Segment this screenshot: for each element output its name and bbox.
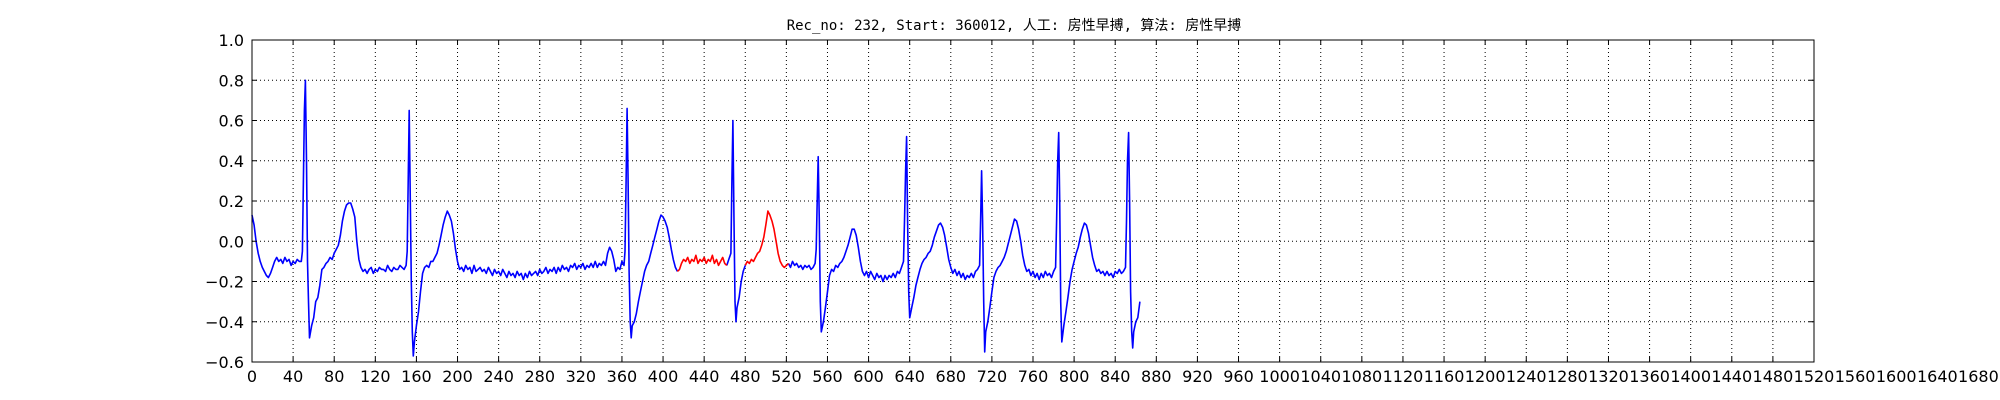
x-tick-label: 880 bbox=[1141, 367, 1172, 386]
x-tick-label: 1560 bbox=[1835, 367, 1876, 386]
x-tick-label: 1480 bbox=[1753, 367, 1794, 386]
x-tick-label: 1320 bbox=[1588, 367, 1629, 386]
x-tick-label: 720 bbox=[977, 367, 1008, 386]
x-tick-label: 0 bbox=[247, 367, 257, 386]
x-tick-label: 1200 bbox=[1465, 367, 1506, 386]
x-tick-label: 1440 bbox=[1711, 367, 1752, 386]
x-axis: 0 40 80 120 160 200 240 280 320 360 400 440 480 520 56… bbox=[247, 40, 2000, 386]
x-tick-label: 1400 bbox=[1670, 367, 1711, 386]
x-tick-label: 560 bbox=[812, 367, 843, 386]
x-tick-label: 520 bbox=[771, 367, 802, 386]
x-tick-label: 1120 bbox=[1383, 367, 1424, 386]
x-tick-label: 840 bbox=[1100, 367, 1131, 386]
x-tick-label: 240 bbox=[483, 367, 514, 386]
x-tick-label: 200 bbox=[442, 367, 473, 386]
series-0-segment-2 bbox=[787, 131, 1141, 353]
y-tick-label: −0.6 bbox=[205, 353, 244, 372]
y-tick-label: −0.2 bbox=[205, 273, 244, 292]
y-tick-label: −0.4 bbox=[205, 313, 244, 332]
series-layer bbox=[251, 79, 1141, 357]
x-tick-label: 40 bbox=[283, 367, 303, 386]
y-axis: 1.0 0.8 0.6 0.4 0.2 0.0 −0.2 −0.4 −0.6 bbox=[205, 31, 1814, 372]
x-tick-label: 360 bbox=[607, 367, 638, 386]
x-tick-label: 960 bbox=[1223, 367, 1254, 386]
x-tick-label: 80 bbox=[324, 367, 344, 386]
x-tick-label: 440 bbox=[689, 367, 720, 386]
y-tick-label: 0.2 bbox=[219, 192, 244, 211]
x-tick-label: 640 bbox=[894, 367, 925, 386]
x-tick-label: 600 bbox=[853, 367, 884, 386]
x-tick-label: 1640 bbox=[1917, 367, 1958, 386]
series-0-segment-0 bbox=[251, 79, 679, 357]
x-tick-label: 480 bbox=[730, 367, 761, 386]
x-tick-label: 1080 bbox=[1341, 367, 1382, 386]
y-tick-label: 0.0 bbox=[219, 232, 244, 251]
x-tick-label: 160 bbox=[401, 367, 432, 386]
chart-title: Rec_no: 232, Start: 360012, 人工: 房性早搏, 算法… bbox=[787, 17, 1242, 34]
x-tick-label: 1040 bbox=[1300, 367, 1341, 386]
x-tick-label: 800 bbox=[1059, 367, 1090, 386]
x-tick-label: 760 bbox=[1018, 367, 1049, 386]
x-tick-label: 320 bbox=[566, 367, 597, 386]
x-tick-label: 1360 bbox=[1629, 367, 1670, 386]
x-tick-label: 920 bbox=[1182, 367, 1213, 386]
x-tick-label: 1240 bbox=[1506, 367, 1547, 386]
y-tick-label: 0.6 bbox=[219, 112, 244, 131]
series-0-segment-1 bbox=[726, 119, 747, 323]
x-tick-label: 1600 bbox=[1876, 367, 1917, 386]
y-tick-label: 0.8 bbox=[219, 71, 244, 90]
y-tick-label: 1.0 bbox=[219, 31, 244, 50]
x-tick-label: 1280 bbox=[1547, 367, 1588, 386]
x-tick-label: 1520 bbox=[1794, 367, 1835, 386]
series-1-segment-1 bbox=[744, 210, 789, 269]
grid bbox=[252, 40, 1814, 362]
y-tick-label: 0.4 bbox=[219, 152, 244, 171]
x-tick-label: 120 bbox=[360, 367, 391, 386]
series-1-segment-0 bbox=[676, 254, 728, 272]
x-tick-label: 1160 bbox=[1424, 367, 1465, 386]
x-tick-label: 1680 bbox=[1958, 367, 1999, 386]
x-tick-label: 1000 bbox=[1259, 367, 1300, 386]
x-tick-label: 680 bbox=[936, 367, 967, 386]
x-tick-label: 280 bbox=[524, 367, 555, 386]
x-tick-label: 400 bbox=[648, 367, 679, 386]
